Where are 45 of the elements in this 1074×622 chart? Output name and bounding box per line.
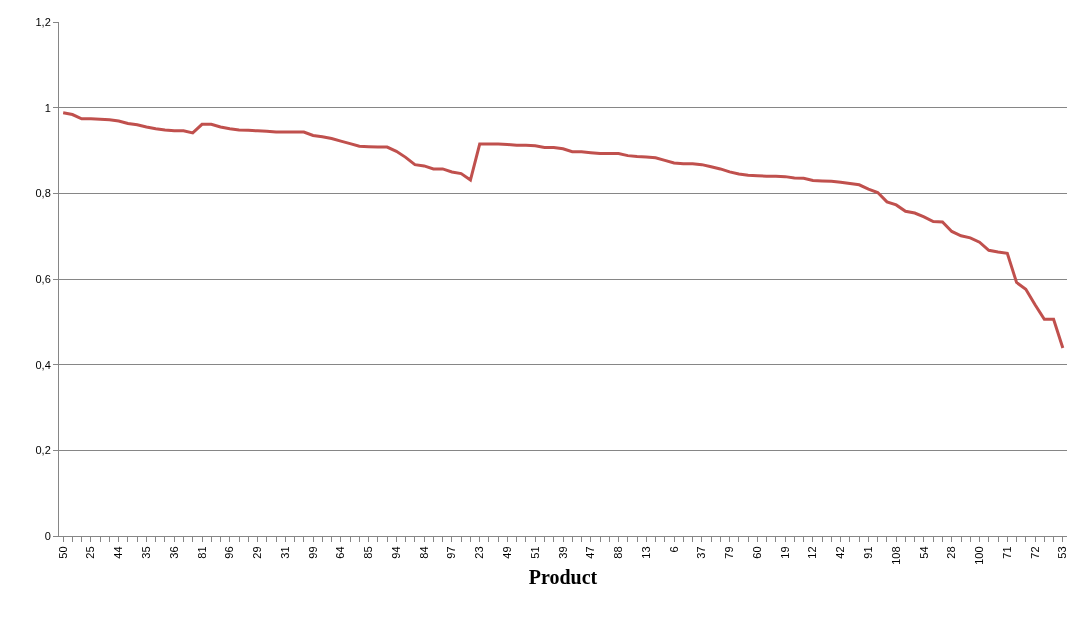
x-tick-label: 35: [140, 546, 153, 559]
x-tick-label: 29: [251, 546, 264, 559]
x-tick-label: 91: [862, 546, 875, 559]
x-tick-label: 88: [612, 546, 625, 559]
x-tick-label: 54: [917, 546, 930, 559]
x-tick-label: 39: [556, 546, 569, 559]
x-tick-label: 37: [695, 546, 708, 559]
y-tick-label: 1,2: [35, 15, 51, 28]
x-tick-label: 49: [501, 546, 514, 559]
y-tick-label: 1: [44, 101, 51, 114]
x-tick-label: 6: [667, 546, 680, 553]
y-tick-label: 0,8: [35, 187, 51, 200]
x-tick-label: 19: [778, 546, 791, 559]
x-tick-label: 72: [1028, 546, 1041, 559]
x-tick-label: 50: [56, 546, 69, 559]
x-tick-label: 96: [223, 546, 236, 559]
y-tick-label: 0,2: [35, 444, 51, 457]
x-tick-label: 64: [334, 546, 347, 559]
x-tick-label: 12: [806, 546, 819, 559]
x-axis-title: Product: [528, 566, 598, 589]
x-tick-label: 42: [834, 546, 847, 559]
x-tick-label: 53: [1056, 546, 1069, 559]
y-tick-label: 0,6: [35, 272, 51, 285]
x-tick-label: 85: [362, 546, 375, 559]
x-tick-label: 97: [445, 546, 458, 559]
x-tick-label: 36: [167, 546, 180, 559]
x-tick-label: 108: [889, 546, 902, 565]
x-tick-label: 25: [84, 546, 97, 559]
x-tick-label: 84: [417, 546, 430, 559]
x-tick-label: 94: [389, 546, 402, 559]
x-tick-label: 79: [723, 546, 736, 559]
x-tick-label: 13: [639, 546, 652, 559]
x-tick-label: 99: [306, 546, 319, 559]
x-tick-label: 44: [112, 546, 125, 559]
y-tick-label: 0,4: [35, 358, 51, 371]
x-tick-label: 51: [528, 546, 541, 559]
x-tick-label: 28: [945, 546, 958, 559]
x-tick-label: 23: [473, 546, 486, 559]
y-tick-label: 0: [44, 529, 51, 542]
x-tick-label: 81: [195, 546, 208, 559]
x-tick-label: 31: [278, 546, 291, 559]
x-tick-label: 71: [1000, 546, 1013, 559]
x-tick-label: 100: [973, 546, 986, 565]
x-tick-label: 60: [750, 546, 763, 559]
x-tick-label: 47: [584, 546, 597, 559]
